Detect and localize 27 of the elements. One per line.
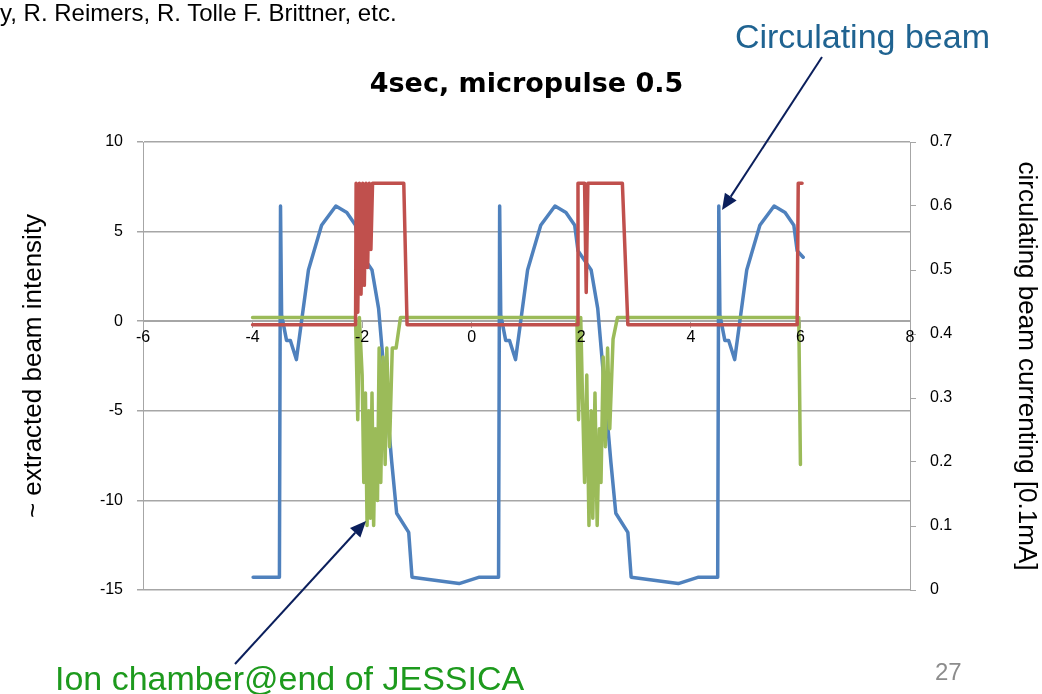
- x-tick-label: 0: [467, 327, 477, 345]
- y2-tick-label: 0.2: [930, 452, 953, 470]
- y2-tick-label: 0.1: [930, 516, 953, 534]
- x-tick-label: -2: [355, 327, 370, 345]
- y2-tick-label: 0.4: [930, 324, 953, 342]
- y2-tick-label: 0.3: [930, 388, 953, 406]
- text: y, R. Reimers, R. Tolle F. Brittner, etc.: [0, 0, 397, 26]
- x-tick-label: -6: [135, 327, 151, 345]
- y-tick-label: 0: [114, 311, 124, 329]
- y-tick-label: -5: [108, 401, 124, 419]
- x-tick-label: 4: [686, 327, 696, 345]
- text: 27: [935, 658, 962, 685]
- y-tick-label: -10: [99, 490, 124, 508]
- y-tick-label: -15: [99, 580, 124, 598]
- text: Circulating beam: [734, 17, 990, 55]
- x-tick-label: -4: [245, 327, 260, 345]
- x-tick-label: 8: [905, 327, 915, 345]
- y-axis-title: ~ extracted beam intensity: [16, 213, 47, 519]
- y-tick-label: 5: [114, 222, 124, 240]
- y2-tick-label: 0: [930, 580, 939, 598]
- y2-tick-label: 0.5: [930, 260, 953, 278]
- text: Ion chamber@end of JESSICA: [55, 659, 525, 694]
- y2-tick-label: 0.7: [930, 132, 953, 150]
- y2-tick-label: 0.6: [930, 196, 953, 214]
- chart-title: 4sec, micropulse 0.5: [369, 67, 684, 99]
- y2-axis-title: circulating beam currenting [0.1mA]: [1013, 161, 1042, 571]
- y-tick-label: 10: [105, 132, 124, 150]
